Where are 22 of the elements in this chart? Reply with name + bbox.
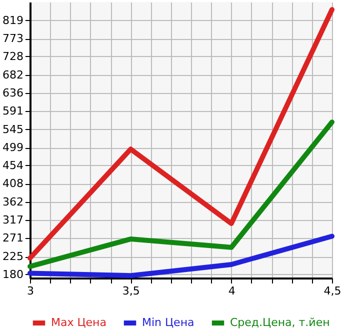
y-tick-label: 636	[2, 86, 24, 100]
x-tick-label: 4,5	[324, 284, 342, 298]
y-tick-label: 271	[2, 232, 24, 245]
y-tick-label: 362	[2, 196, 24, 209]
y-tick-label: 317	[2, 213, 24, 226]
legend-label: Min Цена	[142, 316, 194, 329]
y-tick-label: 545	[2, 122, 24, 136]
y-tick-label: 225	[2, 250, 24, 264]
y-tick-label: 499	[2, 141, 24, 154]
y-tick-label: 682	[2, 68, 24, 82]
y-tick-label: 773	[2, 32, 24, 46]
y-tick-label: 180	[2, 268, 24, 281]
y-tick-label: 408	[2, 177, 24, 190]
y-tick-label: 591	[2, 104, 24, 118]
legend-label: Max Цена	[51, 316, 106, 329]
y-tick-label: 819	[2, 14, 24, 27]
x-tick-label: 3,5	[122, 284, 140, 298]
y-tick-label: 728	[2, 50, 24, 63]
legend-label: Сред.Цена, т.йен	[230, 316, 330, 329]
x-tick-label: 4	[228, 284, 236, 298]
x-tick-label: 3	[27, 284, 34, 298]
y-tick-label: 454	[2, 158, 24, 172]
